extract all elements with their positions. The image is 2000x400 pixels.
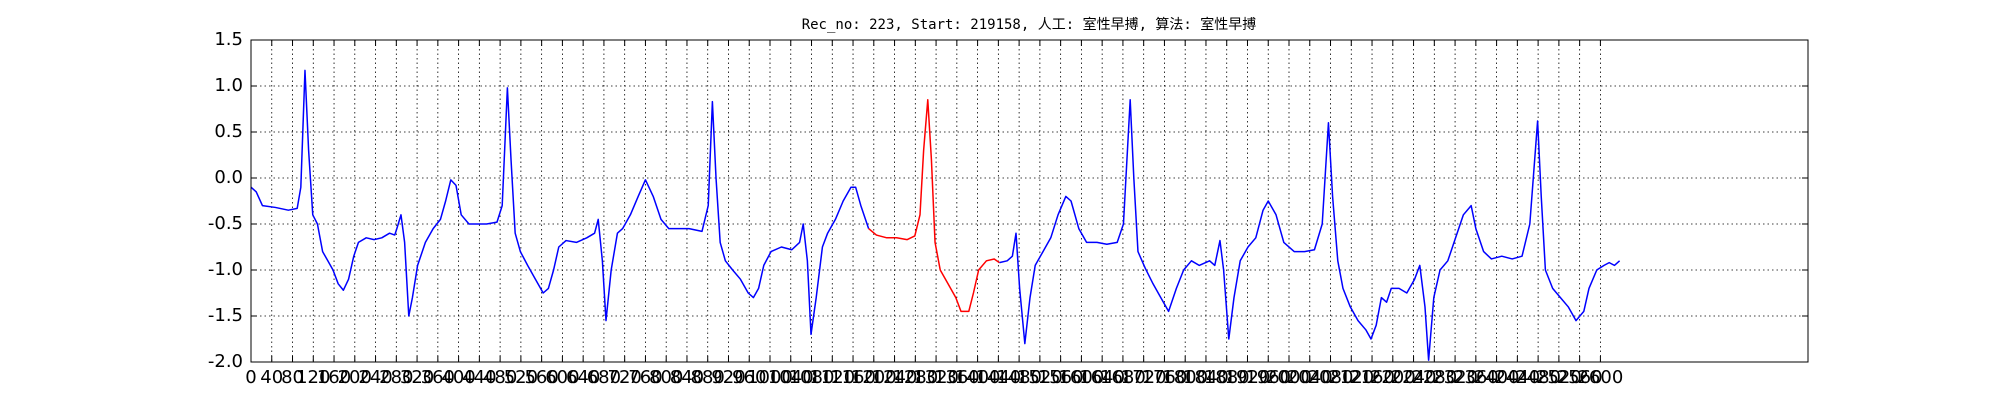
x-tick-label: 2480 bbox=[1515, 367, 1561, 388]
x-tick-label: 2320 bbox=[1432, 367, 1478, 388]
x-tick-label: 520 bbox=[504, 367, 538, 388]
x-tick-label: 2160 bbox=[1349, 367, 1395, 388]
x-tick-label: 800 bbox=[649, 367, 683, 388]
x-tick-label: 1480 bbox=[996, 367, 1042, 388]
x-tick-label: 2520 bbox=[1536, 367, 1582, 388]
x-tick-label: 1280 bbox=[892, 367, 938, 388]
y-tick-label: 1.5 bbox=[214, 29, 243, 50]
x-tick-label: 440 bbox=[462, 367, 496, 388]
x-tick-label: 1800 bbox=[1162, 367, 1208, 388]
y-tick-label: -1.0 bbox=[208, 259, 243, 280]
x-tick-label: 1360 bbox=[934, 367, 980, 388]
x-tick-label: 640 bbox=[566, 367, 600, 388]
x-tick-label: 1240 bbox=[872, 367, 918, 388]
x-tick-label: 1640 bbox=[1079, 367, 1125, 388]
x-tick-label: 720 bbox=[608, 367, 642, 388]
x-tick-label: 80 bbox=[281, 367, 304, 388]
x-tick-label: 1040 bbox=[768, 367, 814, 388]
y-tick-label: -0.5 bbox=[208, 213, 243, 234]
x-tick-label: 2040 bbox=[1287, 367, 1333, 388]
x-tick-label: 1840 bbox=[1183, 367, 1229, 388]
x-tick-label: 1320 bbox=[913, 367, 959, 388]
x-tick-label: 160 bbox=[317, 367, 351, 388]
y-tick-label: 1.0 bbox=[214, 75, 243, 96]
x-tick-label: 320 bbox=[400, 367, 434, 388]
x-tick-label: 480 bbox=[483, 367, 517, 388]
x-tick-label: 240 bbox=[358, 367, 392, 388]
x-tick-label: 2240 bbox=[1391, 367, 1437, 388]
x-tick-label: 2080 bbox=[1308, 367, 1354, 388]
x-tick-label: 120 bbox=[296, 367, 330, 388]
x-tick-label: 2440 bbox=[1494, 367, 1540, 388]
x-tick-label: 680 bbox=[587, 367, 621, 388]
x-tick-label: 1520 bbox=[1017, 367, 1063, 388]
x-tick-label: 1680 bbox=[1100, 367, 1146, 388]
x-tick-label: 880 bbox=[691, 367, 725, 388]
x-tick-label: 1600 bbox=[1058, 367, 1104, 388]
plot-frame bbox=[250, 39, 1809, 363]
x-tick-label: 600 bbox=[545, 367, 579, 388]
x-tick-label: 1080 bbox=[789, 367, 835, 388]
x-tick-label: 2120 bbox=[1328, 367, 1374, 388]
x-tick-label: 0 bbox=[245, 367, 256, 388]
x-tick-label: 760 bbox=[628, 367, 662, 388]
x-tick-label: 2000 bbox=[1266, 367, 1312, 388]
ecg-line bbox=[868, 99, 1000, 313]
x-tick-label: 2600 bbox=[1577, 367, 1623, 388]
x-tick-label: 1880 bbox=[1204, 367, 1250, 388]
y-tick-label: -2.0 bbox=[208, 351, 243, 372]
x-tick-label: 2400 bbox=[1474, 367, 1520, 388]
x-tick-label: 960 bbox=[732, 367, 766, 388]
x-tick-label: 280 bbox=[379, 367, 413, 388]
x-tick-label: 1720 bbox=[1121, 367, 1167, 388]
y-tick-label: -1.5 bbox=[208, 305, 243, 326]
x-tick-label: 400 bbox=[441, 367, 475, 388]
x-tick-label: 1760 bbox=[1142, 367, 1188, 388]
x-tick-label: 1400 bbox=[955, 367, 1001, 388]
x-tick-label: 1000 bbox=[747, 367, 793, 388]
x-tick-label: 840 bbox=[670, 367, 704, 388]
y-tick-label: 0.5 bbox=[214, 121, 243, 142]
x-tick-label: 2360 bbox=[1453, 367, 1499, 388]
x-tick-label: 1560 bbox=[1038, 367, 1084, 388]
x-tick-label: 1160 bbox=[830, 367, 876, 388]
ecg-line bbox=[250, 69, 1621, 361]
x-tick-label: 1120 bbox=[809, 367, 855, 388]
x-tick-label: 40 bbox=[260, 367, 283, 388]
x-tick-label: 1440 bbox=[975, 367, 1021, 388]
x-tick-label: 2560 bbox=[1557, 367, 1603, 388]
x-tick-label: 1960 bbox=[1245, 367, 1291, 388]
x-tick-label: 560 bbox=[524, 367, 558, 388]
x-tick-label: 2280 bbox=[1411, 367, 1457, 388]
x-tick-label: 920 bbox=[711, 367, 745, 388]
y-tick-label: 0.0 bbox=[214, 167, 243, 188]
x-tick-label: 200 bbox=[338, 367, 372, 388]
x-tick-label: 2200 bbox=[1370, 367, 1416, 388]
x-tick-label: 1920 bbox=[1225, 367, 1271, 388]
x-tick-label: 1200 bbox=[851, 367, 897, 388]
x-tick-label: 360 bbox=[421, 367, 455, 388]
chart-title: Rec_no: 223, Start: 219158, 人工: 室性早搏, 算法… bbox=[802, 16, 1257, 33]
